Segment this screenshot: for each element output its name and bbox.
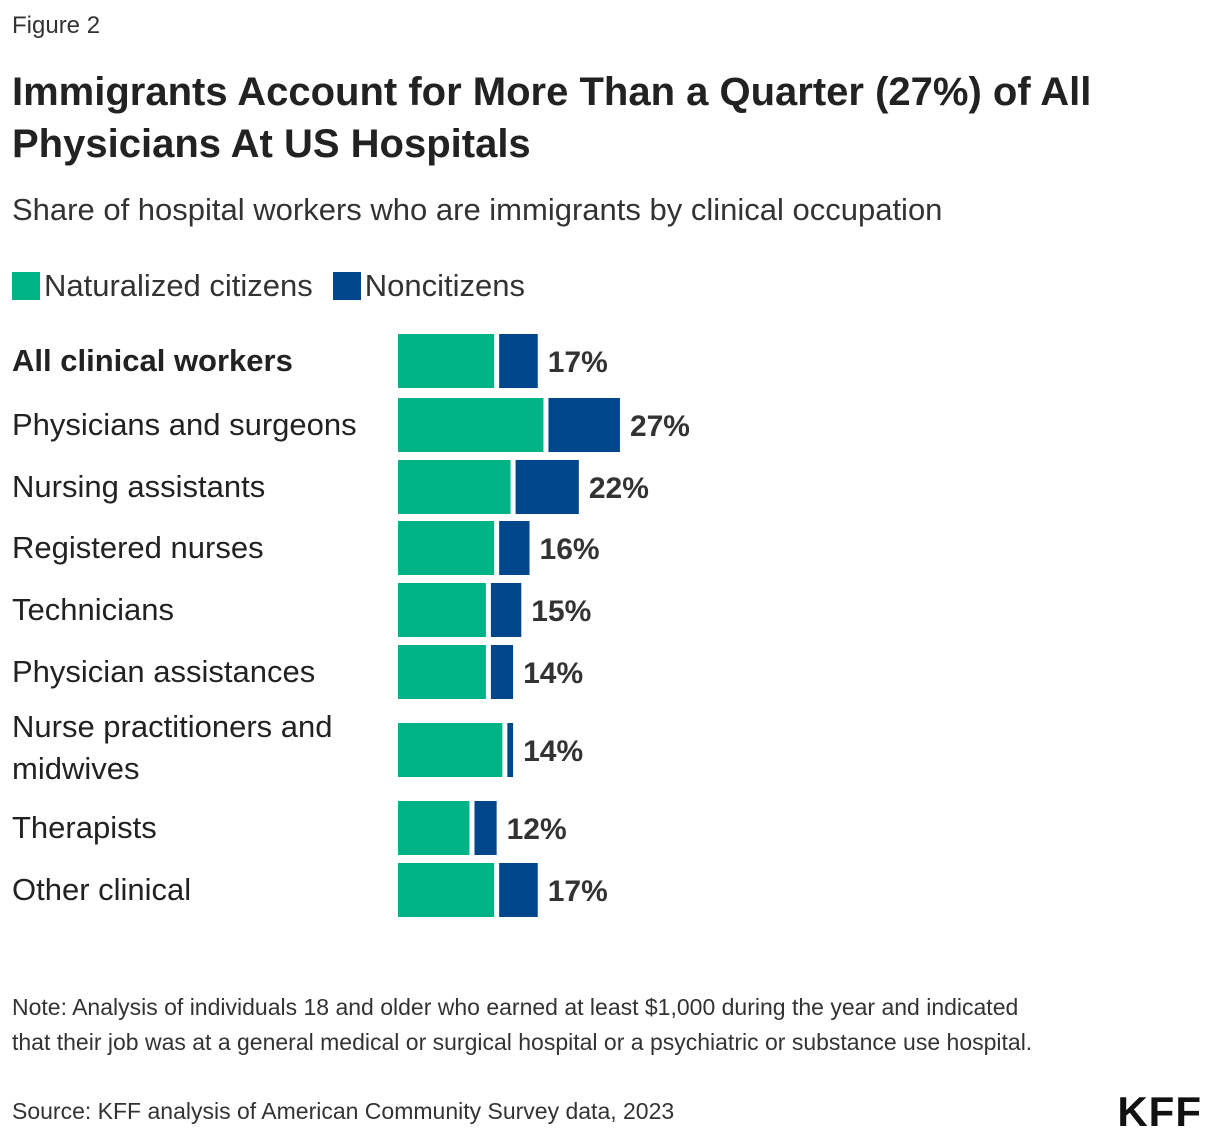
category-label: Physicians and surgeons (12, 407, 357, 442)
bar-noncitizen (515, 460, 579, 514)
bar-noncitizen (490, 583, 522, 637)
chart-note: Note: Analysis of individuals 18 and old… (12, 994, 1033, 1055)
bar-noncitizen (474, 801, 497, 855)
value-label: 22% (589, 472, 649, 505)
value-label: 14% (523, 735, 583, 768)
chart-title: Immigrants Account for More Than a Quart… (12, 70, 1092, 166)
bar-noncitizen (499, 521, 530, 575)
bar-noncitizen (499, 334, 538, 388)
value-label: 12% (507, 813, 567, 846)
bar-noncitizen (499, 863, 538, 917)
legend: Naturalized citizens Noncitizens (12, 268, 535, 304)
bar-naturalized (398, 398, 544, 452)
bar-noncitizen (548, 398, 620, 452)
legend-item-noncitizen: Noncitizens (332, 268, 526, 304)
bar-naturalized (398, 334, 495, 388)
legend-label: Noncitizens (364, 268, 526, 303)
category-label: Therapists (12, 810, 157, 845)
chart-subtitle: Share of hospital workers who are immigr… (12, 192, 943, 227)
chart-source: Source: KFF analysis of American Communi… (12, 1098, 675, 1124)
value-label: 14% (523, 657, 583, 690)
category-label: Registered nurses (12, 530, 264, 565)
bar-naturalized (398, 645, 486, 699)
value-label: 27% (630, 410, 690, 443)
category-label: Nursing assistants (12, 469, 266, 504)
category-label: Physician assistances (12, 654, 316, 689)
figure-label: Figure 2 (12, 12, 101, 39)
bar-naturalized (398, 460, 511, 514)
bar-naturalized (398, 521, 495, 575)
value-label: 17% (548, 875, 608, 908)
kff-logo: KFF (1117, 1088, 1202, 1135)
legend-item-naturalized: Naturalized citizens (12, 268, 313, 304)
category-label: Nurse practitioners and midwives (12, 709, 333, 786)
bar-naturalized (398, 723, 503, 777)
category-label: All clinical workers (12, 343, 293, 378)
value-label: 15% (531, 595, 591, 628)
bar-naturalized (398, 863, 495, 917)
value-label: 17% (548, 346, 608, 379)
legend-label: Naturalized citizens (44, 268, 313, 303)
bar-naturalized (398, 583, 486, 637)
value-label: 16% (540, 533, 600, 566)
category-label: Technicians (12, 592, 174, 627)
bar-noncitizen (507, 723, 514, 777)
legend-swatch-naturalized (12, 272, 40, 300)
category-label: Other clinical (12, 872, 192, 907)
bar-noncitizen (490, 645, 514, 699)
legend-swatch-noncitizen (332, 272, 361, 300)
bar-naturalized (398, 801, 470, 855)
